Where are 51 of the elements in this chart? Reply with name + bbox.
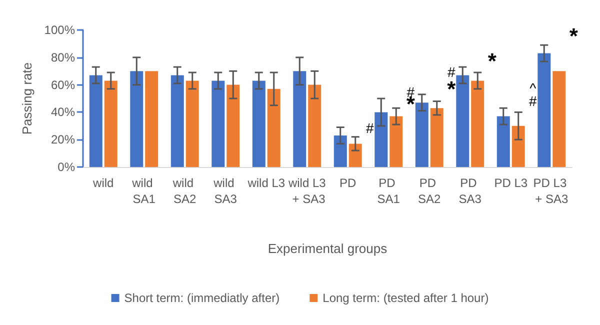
bar: [267, 88, 280, 167]
bar: [430, 108, 444, 167]
x-axis-title: Experimental groups: [268, 241, 388, 256]
bar: [334, 135, 347, 167]
bar: [456, 75, 470, 167]
annotation: #: [366, 120, 374, 136]
x-tick-label: wild SA3: [212, 176, 238, 206]
y-axis-title: Passing rate: [19, 62, 34, 135]
x-tick-label: wild SA1: [131, 176, 156, 206]
y-tick-label: 60%: [50, 78, 76, 92]
legend-label: Long term: (tested after 1 hour): [322, 291, 489, 305]
x-tick-label: PD: [340, 176, 357, 190]
x-tick-label: PD L3: [494, 176, 528, 190]
x-tick-label: wild L3 + SA3: [287, 176, 326, 206]
bar: [186, 80, 199, 167]
x-tick-label: PD SA3: [458, 176, 482, 206]
y-tick-label: 40%: [50, 105, 76, 120]
bar: [415, 102, 428, 167]
y-tick-label: 0%: [58, 160, 76, 174]
bar: [552, 71, 566, 167]
bar: [471, 80, 484, 167]
bar: [496, 116, 510, 167]
annotation: *: [569, 24, 578, 48]
bar: [308, 84, 322, 167]
annotation: *: [488, 48, 497, 74]
x-tick-label: wild: [92, 176, 114, 190]
annotation: ^: [530, 80, 537, 96]
y-tick-label: 100%: [44, 23, 76, 37]
bar: [89, 75, 102, 167]
x-tick-label: wild L3: [246, 176, 286, 190]
bar: [130, 71, 144, 167]
bar: [348, 144, 362, 167]
x-tick-label: wild SA2: [172, 176, 197, 206]
bar: [538, 53, 551, 167]
y-tick-label: 80%: [50, 50, 76, 64]
y-tick-label: 20%: [50, 132, 76, 147]
legend-label: Short term: (immediatly after): [124, 291, 280, 305]
x-tick-label: PD L3 + SA3: [533, 176, 570, 206]
x-tick-label: PD SA2: [418, 176, 442, 206]
bar: [374, 112, 388, 167]
bar: [170, 75, 184, 167]
bar: [226, 84, 240, 167]
annotation: #: [528, 93, 537, 109]
bar: [293, 71, 306, 167]
bar: [104, 80, 118, 167]
bar: [390, 116, 403, 167]
bar: [145, 71, 158, 167]
x-tick-label: PD SA1: [377, 176, 400, 206]
bar: [252, 80, 266, 167]
bar: [512, 126, 525, 167]
bar: [212, 80, 225, 167]
